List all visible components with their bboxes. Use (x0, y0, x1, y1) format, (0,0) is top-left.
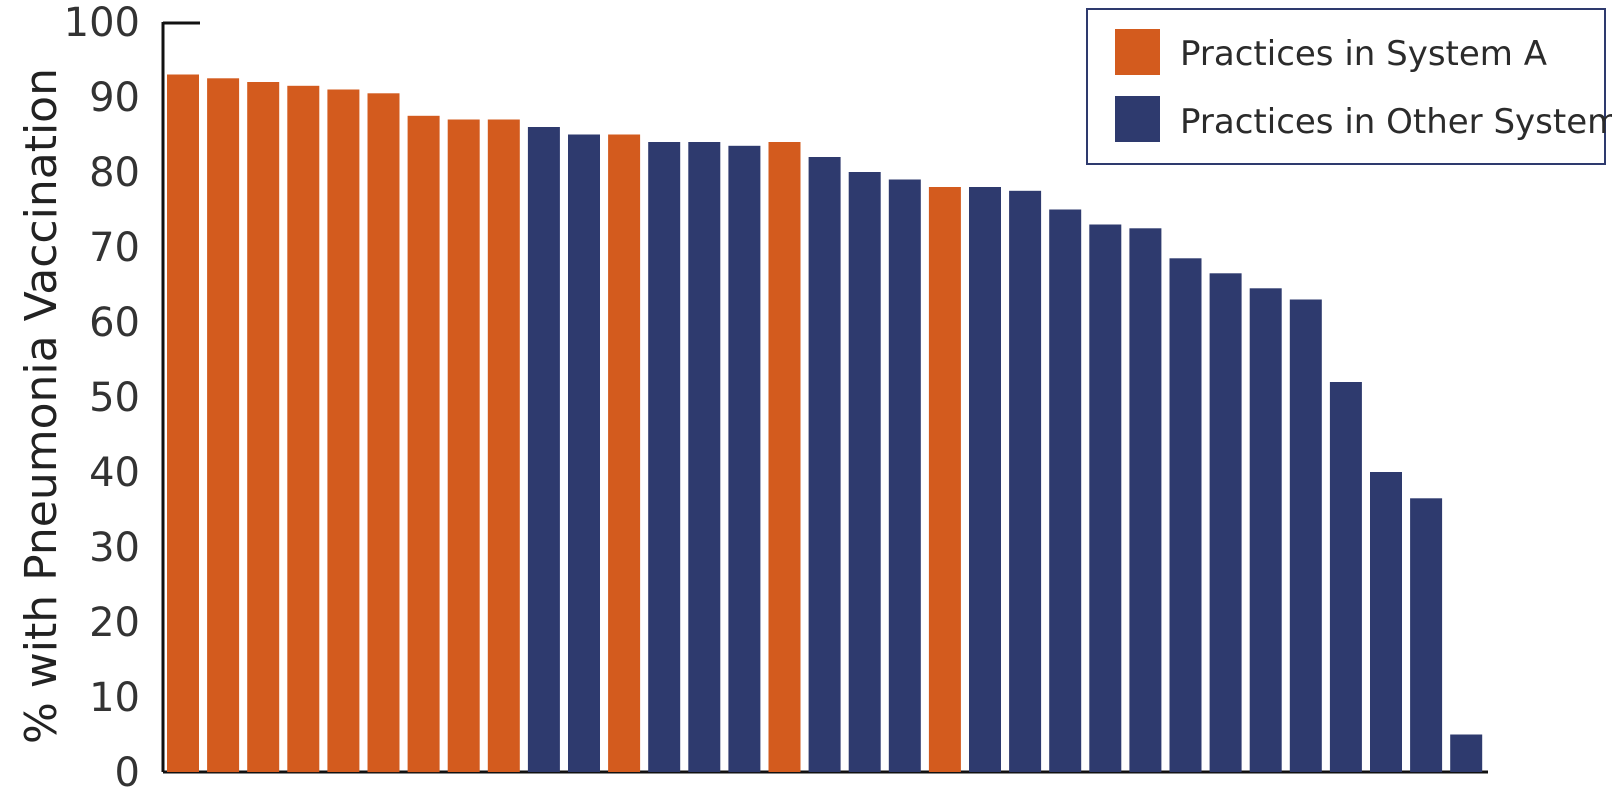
bar-other-system (888, 179, 921, 772)
y-tick-label: 30 (89, 525, 140, 571)
y-axis-label: % with Pneumonia Vaccination (16, 68, 67, 744)
bar-other-system (527, 127, 560, 772)
y-tick-label: 40 (89, 450, 140, 496)
legend-swatch-other-systems (1115, 96, 1160, 142)
bar-other-system (688, 142, 721, 772)
y-tick-label: 90 (89, 75, 140, 121)
bar-other-system (1049, 209, 1082, 772)
bar-system-a (928, 187, 961, 772)
bar-other-system (1089, 224, 1122, 772)
bar-other-system (848, 172, 881, 772)
bar-system-a (327, 89, 360, 772)
bar-other-system (1169, 258, 1202, 773)
bar-other-system (1209, 273, 1242, 773)
y-tick-label: 60 (89, 300, 140, 346)
y-tick-label: 20 (89, 600, 140, 646)
y-tick-label: 0 (115, 750, 140, 796)
bar-system-a (407, 115, 440, 773)
bar-system-a (287, 85, 320, 773)
bar-other-system (808, 157, 841, 772)
legend-swatch-system-a (1115, 29, 1160, 75)
y-tick-label: 70 (89, 225, 140, 271)
bar-other-system (1129, 228, 1162, 773)
bar-other-system (1009, 190, 1042, 773)
bar-other-system (1289, 299, 1322, 772)
bar-other-system (1450, 734, 1483, 772)
y-tick-label: 50 (89, 375, 140, 421)
bar-system-a (447, 119, 480, 772)
legend-box (1086, 8, 1606, 165)
bar-other-system (1410, 498, 1443, 773)
bar-other-system (648, 142, 681, 772)
bar-other-system (1249, 288, 1282, 773)
bar-other-system (969, 187, 1001, 772)
y-tick-label: 10 (89, 675, 140, 721)
bar-system-a (207, 78, 240, 773)
bar-system-a (768, 142, 801, 772)
bar-system-a (367, 93, 400, 773)
y-tick-labels: 0 10 20 30 40 50 60 70 80 90 100 (64, 0, 140, 796)
legend-label-system-a: Practices in System A (1180, 34, 1547, 74)
bar-other-system (568, 134, 600, 772)
bar-system-a (247, 82, 280, 772)
legend: Practices in System A Practices in Other… (1086, 8, 1612, 165)
bar-system-a (487, 119, 520, 772)
bars (167, 74, 1483, 773)
bar-system-a (608, 134, 641, 772)
bar-system-a (167, 74, 199, 772)
legend-label-other-systems: Practices in Other Systems (1180, 102, 1612, 142)
bar-other-system (1370, 472, 1402, 772)
bar-other-system (728, 145, 761, 773)
y-tick-label: 100 (64, 0, 140, 46)
bar-other-system (1329, 382, 1362, 772)
y-tick-label: 80 (89, 150, 140, 196)
